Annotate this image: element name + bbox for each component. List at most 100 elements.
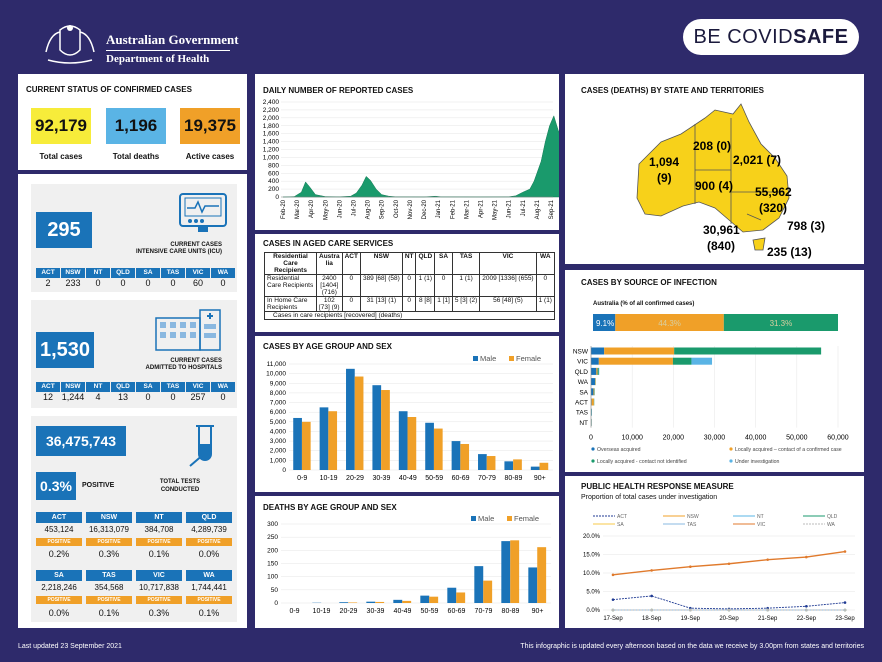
x-tick-label: 80-89 (504, 475, 522, 482)
x-tick-label: 60-69 (452, 475, 470, 482)
hosp-state-headers: ACT NSW NT QLD SA TAS VIC WA (36, 382, 236, 392)
test-v-sa: 2,218,246 (41, 583, 77, 592)
icu-label1: CURRENT CASES (170, 242, 222, 248)
bar-female-90+ (539, 462, 549, 470)
total-deaths-value: 1,196 (106, 108, 166, 144)
point-act (611, 598, 615, 601)
daily-cases-panel: DAILY NUMBER OF REPORTED CASES 0 200 400 60… (255, 74, 559, 230)
deaths-age-title: DEATHS BY AGE GROUP AND SEX (263, 503, 397, 512)
bar-male-30-39 (366, 601, 376, 603)
x-tick-label: 40-49 (399, 475, 417, 482)
icu-h-2: NT (86, 268, 110, 278)
phr-panel: PUBLIC HEALTH RESPONSE MEASURE Proportio… (565, 476, 864, 628)
legend-label: Under investigation (735, 459, 780, 465)
icu-v-5: 0 (170, 278, 176, 288)
bar-ACT-0 (591, 398, 592, 406)
test-v-nsw: 16,313,079 (88, 525, 130, 534)
x-tick-label: 0-9 (297, 475, 307, 482)
point-act (843, 601, 847, 604)
icu-h-7: WA (211, 268, 235, 278)
coat-of-arms-icon (45, 25, 95, 64)
tests-label1: TOTAL TESTS (159, 479, 201, 485)
x-tick-label: Apr-20 (309, 199, 315, 218)
point-vic (805, 555, 808, 559)
bar-male-10-19 (319, 407, 329, 470)
icu-label2: INTENSIVE CARE UNITS (ICU) (135, 249, 222, 255)
legend-label: ACT (617, 514, 627, 520)
bar-VIC-2 (672, 357, 692, 365)
y-tick-label: QLD (575, 369, 589, 376)
aged-r2-c7: 56 [48] (5) (479, 296, 537, 312)
y-tick-label: 150 (267, 561, 278, 568)
bar-ACT-1 (591, 398, 594, 406)
aged-h0: Residential Care Recipients (264, 252, 317, 275)
x-tick-label: Jan-21 (436, 199, 442, 218)
y-tick-label: 15.0% (583, 553, 601, 559)
legend-label: WA (827, 522, 836, 528)
x-tick-label: 50-59 (425, 475, 443, 482)
hosp-h-4: SA (136, 382, 160, 392)
icu-state-headers: ACT NSW NT QLD SA TAS VIC WA (36, 268, 236, 278)
point-act (689, 606, 692, 610)
australia-pct-bar-1 (615, 314, 724, 331)
y-tick-label: 3,000 (270, 438, 287, 445)
aged-h1: Austra lia (316, 252, 343, 275)
y-tick-label: 400 (268, 178, 279, 185)
bar-male-40-49 (398, 411, 408, 470)
aged-h6: SA (434, 252, 453, 275)
x-tick-label: Aug-21 (535, 199, 541, 219)
legend-swatch (591, 447, 595, 451)
bar-TAS-0 (591, 408, 592, 416)
hosp-value: 1,530 (36, 332, 94, 368)
bar-WA-0 (591, 378, 596, 386)
x-tick-label: 80-89 (502, 608, 520, 615)
legend-swatch (471, 516, 476, 521)
y-tick-label: VIC (577, 359, 588, 366)
test-p-vic: POSITIVE (136, 596, 182, 604)
icu-h-0: ACT (36, 268, 60, 278)
legend-swatch (591, 459, 595, 463)
test-h-wa: WA (186, 570, 232, 581)
australia-pct-bar-0 (593, 314, 616, 331)
y-tick-label: 8,000 (270, 390, 287, 397)
test-r-sa: 0.0% (48, 608, 70, 618)
y-tick-label: 300 (267, 521, 278, 528)
source-chart: 9.1% 44.3% 31.3% 0 10,000 20,000 30,000 40,000 5… (573, 314, 849, 465)
series-line-act (612, 595, 846, 610)
bar-VIC-3 (691, 357, 713, 365)
test-p-nsw: POSITIVE (86, 538, 132, 546)
hosp-v-1: 1,244 (61, 392, 85, 402)
bar-male-70-79 (474, 566, 484, 603)
total-cases-value: 92,179 (31, 108, 91, 144)
y-tick-label: 0.0% (586, 608, 600, 614)
x-tick-label: 19-Sep (681, 616, 701, 622)
x-tick-label: Oct-20 (394, 199, 400, 218)
icu-h-6: VIC (186, 268, 210, 278)
aged-h8: VIC (479, 252, 537, 275)
icu-h-5: TAS (161, 268, 185, 278)
x-tick-label: May-20 (323, 199, 329, 220)
daily-cases-area (282, 115, 559, 198)
cases-age-chart: 0 1,000 2,000 3,000 4,000 5,000 6,000 7,000 8,00… (266, 354, 553, 482)
legend-label: Locally acquired – contact of a confirme… (735, 447, 842, 453)
icu-h-4: SA (136, 268, 160, 278)
cases-age-panel: CASES BY AGE GROUP AND SEX 0 1,000 2,000 3,… (255, 336, 559, 492)
hosp-state-values: 12 1,244 4 13 0 0 257 0 (36, 392, 236, 403)
australia-pct-bar-2 (723, 314, 838, 331)
test-h-act: ACT (36, 512, 82, 523)
aged-h2: ACT (341, 252, 361, 275)
australia-pct-label: 44.3% (658, 319, 681, 328)
x-tick-label: 30-39 (367, 608, 385, 615)
legend-label: NSW (687, 514, 699, 520)
map-act: 798 (3) (787, 219, 825, 233)
test-p-act: POSITIVE (36, 538, 82, 546)
deaths-age-panel: DEATHS BY AGE GROUP AND SEX 0 50 100 150 200… (255, 496, 559, 628)
test-r-qld: 0.0% (198, 549, 220, 559)
y-tick-label: 600 (268, 170, 279, 177)
y-tick-label: 1,800 (263, 123, 280, 130)
bar-male-40-49 (393, 599, 403, 603)
bar-female-10-19 (328, 411, 338, 470)
legend-label: Locally acquired - contact not identifie… (597, 459, 687, 465)
australia-pct-label: 9.1% (596, 319, 614, 328)
x-tick-label: 20-29 (346, 475, 364, 482)
